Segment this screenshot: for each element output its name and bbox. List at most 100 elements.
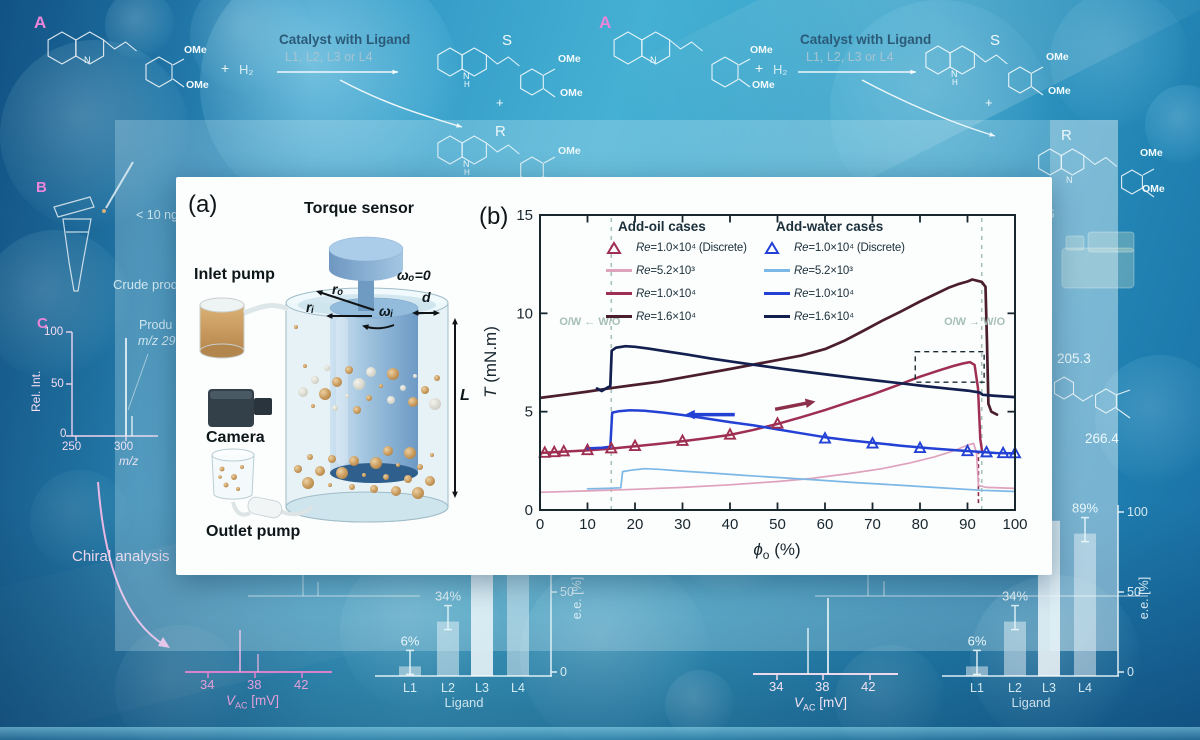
camera-label: Camera (206, 429, 265, 446)
svg-text:L1: L1 (970, 681, 984, 695)
vac-tick-42: 42 (294, 677, 309, 692)
plus-sign: + (496, 95, 504, 110)
droplets (294, 325, 441, 499)
svg-text:60: 60 (817, 516, 834, 533)
legend-item: Re=1.0×10⁴ (Discrete) (606, 236, 758, 259)
legend-item: Re=1.6×10⁴ (764, 305, 924, 328)
figure-panel: O/W ← W/O O/W → W/O 0 10 20 30 40 50 60 70 80 90 100… (176, 177, 1052, 575)
legend-label: Re=1.0×10⁴ (794, 287, 854, 300)
ome-label: OMe (186, 79, 209, 91)
line-marker-icon (606, 269, 636, 272)
legend-item: Re=5.2×10³ (606, 259, 758, 282)
inlet-pump-label: Inlet pump (194, 266, 275, 283)
ome-label: OMe (752, 79, 775, 91)
outlet-pump-label: Outlet pump (206, 523, 301, 540)
section-a-label: A (34, 13, 47, 32)
svg-text:50: 50 (769, 516, 786, 533)
chart-series (586, 467, 1015, 493)
torque-sensor-label: Torque sensor (304, 200, 414, 217)
chart-markers (538, 416, 785, 458)
line-marker-icon (606, 315, 636, 318)
plus-sign: + (985, 95, 993, 110)
svg-text:34%: 34% (435, 589, 461, 604)
svg-text:20: 20 (627, 516, 644, 533)
catalyst-text: Catalyst with Ligand (800, 32, 932, 47)
svg-text:90: 90 (959, 516, 976, 533)
chem-structures (47, 31, 1155, 419)
svg-text:e.e. [%]: e.e. [%] (570, 577, 584, 619)
legend-label: Re=5.2×10³ (794, 264, 853, 277)
legend-label: Re=5.2×10³ (636, 264, 695, 277)
vac-tick-38: 38 (247, 677, 262, 692)
svg-text:0: 0 (536, 516, 544, 533)
product-annotation: Produ (139, 318, 173, 332)
panel-b-tag: (b) (479, 203, 509, 230)
bottom-edge-strip (0, 727, 1200, 740)
vac-tick-38: 38 (815, 679, 830, 694)
ome-label: OMe (1046, 51, 1069, 63)
legend-item: Re=1.0×10⁴ (Discrete) (764, 236, 924, 259)
r-isomer-label: R (495, 123, 506, 140)
crude-product-text: Crude prod (113, 277, 179, 292)
ms-yaxis-label: Rel. Int. (29, 370, 43, 412)
atom-n-label: N (1066, 175, 1073, 185)
s-isomer-label: S (502, 32, 513, 49)
svg-text:O/W ← W/O: O/W ← W/O (559, 316, 621, 328)
section-a-label: A (599, 13, 612, 32)
legend-item: Re=1.0×10⁴ (764, 282, 924, 305)
vac-tick-34: 34 (200, 677, 215, 692)
ome-label: OMe (558, 53, 581, 65)
svg-text:34%: 34% (1002, 589, 1028, 604)
legend-column: Add-oil cases Re=1.0×10⁴ (Discrete) Re=5.2… (606, 219, 758, 328)
legend-label: Re=1.0×10⁴ (636, 287, 696, 300)
svg-text:50: 50 (560, 585, 574, 599)
atom-n-label: N (84, 55, 91, 65)
chiral-analysis-text: Chiral analysis (72, 548, 170, 565)
legend-column: Add-water cases Re=1.0×10⁴ (Discrete) Re=5… (764, 219, 924, 328)
catalyst-text: Catalyst with Ligand (279, 32, 411, 47)
svg-text:100: 100 (1127, 505, 1148, 519)
svg-text:100: 100 (1002, 516, 1027, 533)
omega-outer-label: ωₒ=0 (397, 267, 431, 283)
plus-sign: + (755, 60, 764, 76)
atom-n-label: N (650, 55, 657, 65)
section-c-label: C (37, 315, 48, 332)
sample-amount-text: < 10 ng (136, 208, 179, 222)
torque-chart: O/W ← W/O O/W → W/O0 10 20 30 40 50 60 70 80 90 100… (481, 207, 1028, 562)
line-marker-icon (764, 269, 794, 272)
reaction-arrows (277, 69, 996, 137)
svg-text:30: 30 (674, 516, 691, 533)
ome-label: OMe (1140, 147, 1163, 159)
chart-series (595, 344, 1015, 399)
svg-text:80: 80 (912, 516, 929, 533)
vac-sub: AC (235, 700, 248, 711)
svg-text:L3: L3 (1042, 681, 1056, 695)
vac-unit: [mV] (815, 695, 848, 710)
svg-text:89%: 89% (1072, 501, 1098, 516)
svg-text:10: 10 (579, 516, 596, 533)
legend-label: Re=1.0×10⁴ (Discrete) (794, 241, 905, 254)
legend-item: Re=1.6×10⁴ (606, 305, 758, 328)
dimension-arrows (316, 290, 458, 498)
legend-item: Re=1.0×10⁴ (606, 282, 758, 305)
ome-label: OMe (184, 44, 207, 56)
length-l-label: L (460, 387, 470, 404)
chart-series (540, 278, 999, 416)
omega-inner-label: ωᵢ (379, 303, 394, 319)
plus-sign: + (221, 60, 230, 76)
h2-label: H₂ (239, 62, 254, 77)
svg-text:40: 40 (722, 516, 739, 533)
vac-v: V (794, 695, 804, 710)
h2-label: H₂ (773, 62, 788, 77)
legend-label: Re=1.6×10⁴ (794, 310, 854, 323)
svg-text:Ligand: Ligand (1011, 695, 1050, 710)
ome-label: OMe (750, 44, 773, 56)
svg-text:15: 15 (516, 207, 533, 224)
chiral-arrow (97, 481, 170, 648)
svg-text:10: 10 (516, 305, 533, 322)
ms-xtick-250: 250 (62, 441, 82, 453)
vac-tick-34: 34 (769, 679, 784, 694)
